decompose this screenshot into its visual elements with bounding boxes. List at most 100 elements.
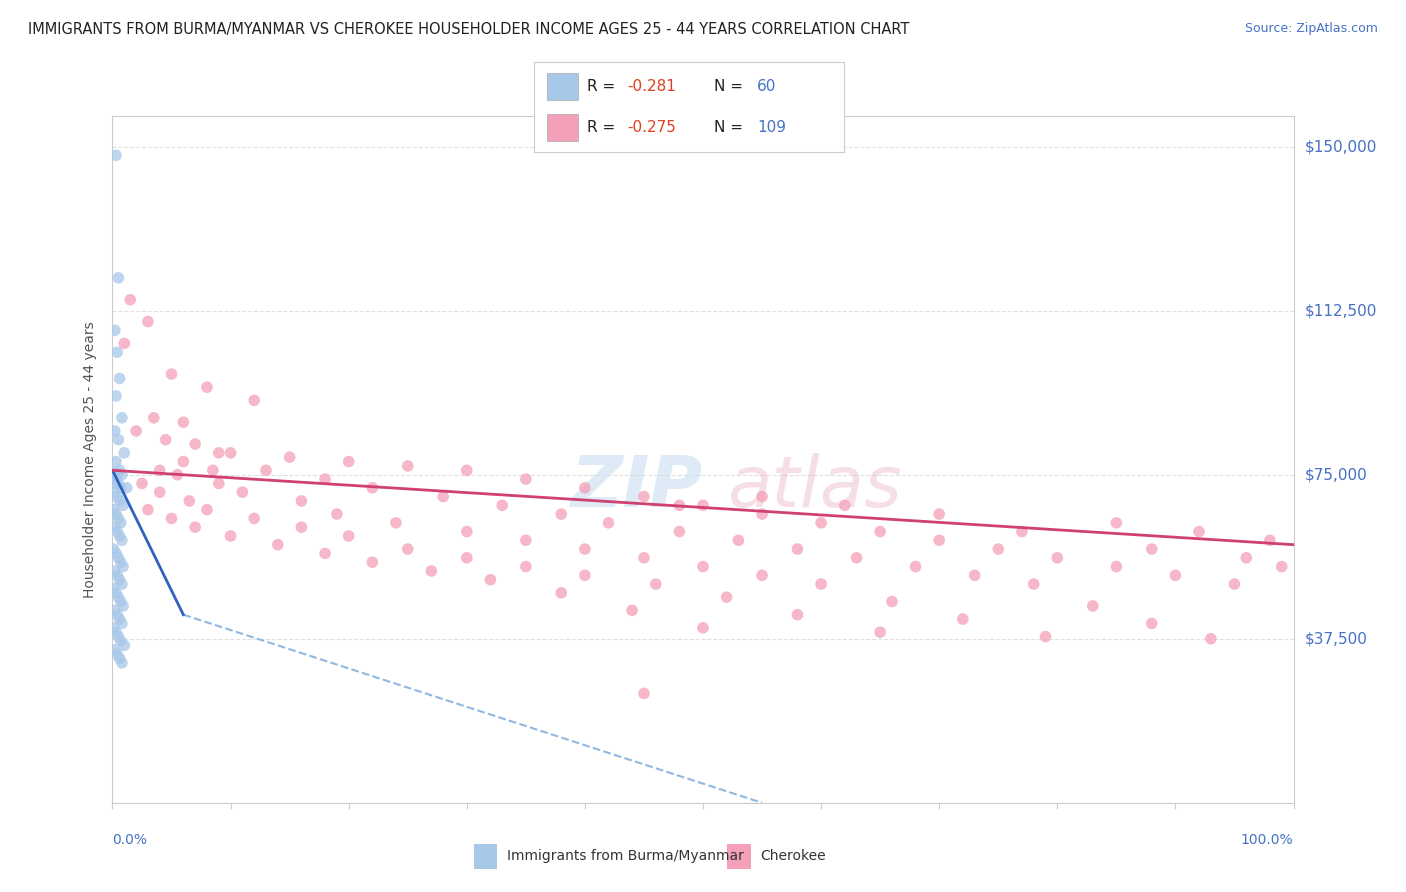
- Point: [1105, 516, 1128, 530]
- Point: [420, 564, 443, 578]
- Point: [103, 502, 125, 516]
- Point: [574, 568, 596, 582]
- Point: [751, 507, 773, 521]
- Point: [103, 582, 125, 596]
- Point: [108, 463, 131, 477]
- Point: [692, 559, 714, 574]
- Bar: [547, 114, 578, 141]
- Point: [1234, 550, 1257, 565]
- Point: [208, 476, 231, 491]
- Point: [108, 612, 131, 626]
- Point: [107, 476, 129, 491]
- Point: [120, 293, 142, 307]
- Point: [110, 516, 132, 530]
- Point: [644, 577, 666, 591]
- Point: [810, 516, 832, 530]
- Point: [110, 555, 132, 569]
- Point: [104, 466, 127, 480]
- Point: [107, 270, 129, 285]
- Point: [105, 389, 128, 403]
- Point: [928, 533, 950, 548]
- Point: [1105, 559, 1128, 574]
- Point: [880, 594, 903, 608]
- Point: [692, 498, 714, 512]
- Point: [149, 485, 172, 500]
- Point: [1022, 577, 1045, 591]
- Point: [103, 542, 125, 557]
- Point: [201, 463, 224, 477]
- Point: [104, 485, 127, 500]
- Point: [112, 638, 135, 652]
- Point: [172, 415, 194, 429]
- Point: [125, 424, 148, 438]
- Point: [108, 573, 131, 587]
- Point: [115, 481, 138, 495]
- Point: [385, 516, 408, 530]
- Point: [208, 446, 231, 460]
- Text: $37,500: $37,500: [1305, 632, 1368, 646]
- Bar: [727, 844, 751, 869]
- Point: [361, 481, 384, 495]
- Point: [110, 594, 132, 608]
- Point: [456, 463, 478, 477]
- Point: [105, 454, 128, 468]
- Point: [987, 542, 1010, 557]
- Point: [107, 511, 129, 525]
- Point: [108, 529, 131, 543]
- Point: [456, 550, 478, 565]
- Point: [131, 476, 153, 491]
- Point: [550, 586, 572, 600]
- Point: [633, 490, 655, 504]
- Point: [869, 524, 891, 539]
- Point: [550, 507, 572, 521]
- Bar: [474, 844, 498, 869]
- Point: [290, 520, 312, 534]
- Point: [810, 577, 832, 591]
- Text: 0.0%: 0.0%: [112, 833, 148, 847]
- Text: 109: 109: [756, 120, 786, 135]
- Point: [108, 494, 131, 508]
- Point: [1164, 568, 1187, 582]
- Point: [104, 603, 127, 617]
- Point: [103, 621, 125, 635]
- Point: [111, 577, 134, 591]
- Point: [515, 559, 537, 574]
- Point: [314, 546, 336, 560]
- Text: 100.0%: 100.0%: [1241, 833, 1294, 847]
- Point: [456, 524, 478, 539]
- Point: [633, 686, 655, 700]
- Point: [108, 371, 131, 385]
- Text: Cherokee: Cherokee: [761, 849, 825, 863]
- Point: [1140, 542, 1163, 557]
- Point: [105, 524, 128, 539]
- Point: [1035, 630, 1057, 644]
- Text: N =: N =: [714, 79, 748, 94]
- Point: [219, 446, 242, 460]
- Point: [1258, 533, 1281, 548]
- Point: [111, 616, 134, 631]
- Text: -0.275: -0.275: [627, 120, 676, 135]
- Point: [104, 520, 127, 534]
- Point: [122, 74, 145, 88]
- Point: [105, 586, 128, 600]
- Point: [195, 502, 218, 516]
- Point: [136, 502, 159, 516]
- Point: [869, 625, 891, 640]
- Point: [195, 380, 218, 394]
- Point: [290, 494, 312, 508]
- Point: [928, 507, 950, 521]
- Point: [479, 573, 502, 587]
- Point: [107, 590, 129, 604]
- Y-axis label: Householder Income Ages 25 - 44 years: Householder Income Ages 25 - 44 years: [83, 321, 97, 598]
- Point: [105, 476, 128, 491]
- Point: [184, 437, 207, 451]
- Point: [105, 607, 128, 622]
- Point: [172, 454, 194, 468]
- Point: [314, 472, 336, 486]
- Point: [107, 433, 129, 447]
- Point: [179, 494, 201, 508]
- Bar: [547, 73, 578, 100]
- Point: [668, 524, 690, 539]
- Point: [103, 472, 125, 486]
- Point: [184, 520, 207, 534]
